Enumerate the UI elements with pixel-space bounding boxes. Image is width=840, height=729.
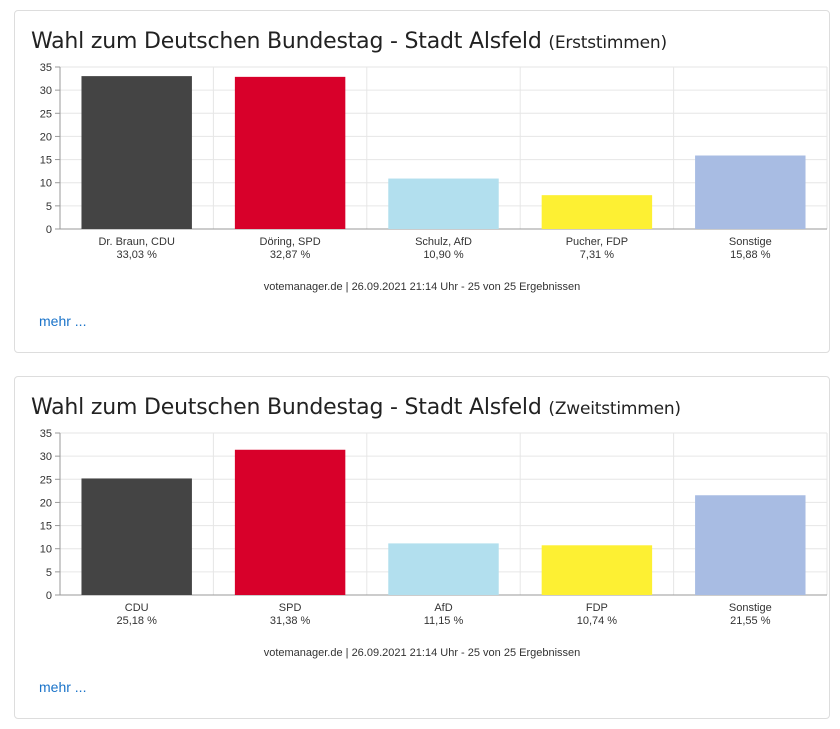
chart-title-main: Wahl zum Deutschen Bundestag - Stadt Als… bbox=[31, 395, 542, 420]
bar bbox=[695, 495, 806, 595]
data-label: 31,38 % bbox=[270, 615, 311, 627]
chart-footer: votemanager.de | 26.09.2021 21:14 Uhr - … bbox=[263, 281, 581, 293]
bar bbox=[234, 76, 346, 229]
x-tick-label: SPD bbox=[279, 602, 302, 614]
chart-card-erststimmen: Wahl zum Deutschen Bundestag - Stadt Als… bbox=[14, 10, 830, 353]
y-tick-label: 25 bbox=[40, 108, 52, 120]
y-tick-label: 15 bbox=[40, 155, 52, 167]
y-tick-label: 35 bbox=[40, 62, 52, 74]
x-tick-label: Döring, SPD bbox=[260, 236, 321, 248]
x-tick-label: Schulz, AfD bbox=[415, 236, 472, 248]
chart-subtitle: (Erststimmen) bbox=[548, 33, 667, 53]
y-tick-label: 30 bbox=[40, 85, 52, 97]
data-label: 21,55 % bbox=[730, 615, 771, 627]
y-tick-label: 10 bbox=[40, 544, 52, 556]
chart-title: Wahl zum Deutschen Bundestag - Stadt Als… bbox=[31, 395, 681, 420]
chart-subtitle: (Zweitstimmen) bbox=[548, 399, 681, 419]
y-tick-label: 20 bbox=[40, 131, 52, 143]
data-label: 33,03 % bbox=[117, 249, 158, 261]
more-link[interactable]: mehr ... bbox=[39, 313, 87, 329]
y-tick-label: 0 bbox=[46, 590, 52, 602]
chart-title: Wahl zum Deutschen Bundestag - Stadt Als… bbox=[31, 29, 667, 54]
bar bbox=[234, 449, 346, 595]
y-tick-label: 0 bbox=[46, 224, 52, 236]
x-tick-label: Dr. Braun, CDU bbox=[98, 236, 174, 248]
y-tick-label: 35 bbox=[40, 428, 52, 440]
bar bbox=[541, 545, 653, 595]
y-tick-label: 15 bbox=[40, 521, 52, 533]
data-label: 10,90 % bbox=[423, 249, 464, 261]
bar bbox=[541, 195, 653, 229]
bar bbox=[388, 543, 499, 595]
x-tick-label: Sonstige bbox=[729, 236, 772, 248]
data-label: 11,15 % bbox=[424, 615, 464, 627]
bar bbox=[695, 155, 806, 229]
x-tick-label: FDP bbox=[586, 602, 608, 614]
bar bbox=[81, 76, 192, 229]
y-tick-label: 30 bbox=[40, 451, 52, 463]
data-label: 32,87 % bbox=[270, 249, 311, 261]
chart-footer: votemanager.de | 26.09.2021 21:14 Uhr - … bbox=[263, 647, 581, 659]
chart-card-zweitstimmen: Wahl zum Deutschen Bundestag - Stadt Als… bbox=[14, 376, 830, 719]
y-tick-label: 25 bbox=[40, 474, 52, 486]
chart-title-main: Wahl zum Deutschen Bundestag - Stadt Als… bbox=[31, 29, 542, 54]
x-tick-label: Pucher, FDP bbox=[566, 236, 628, 248]
data-label: 7,31 % bbox=[580, 249, 614, 261]
x-tick-label: Sonstige bbox=[729, 602, 772, 614]
x-tick-label: CDU bbox=[125, 602, 149, 614]
data-label: 10,74 % bbox=[577, 615, 618, 627]
data-label: 25,18 % bbox=[117, 615, 158, 627]
y-tick-label: 20 bbox=[40, 497, 52, 509]
data-label: 15,88 % bbox=[730, 249, 771, 261]
x-tick-label: AfD bbox=[434, 602, 452, 614]
y-tick-label: 10 bbox=[40, 178, 52, 190]
y-tick-label: 5 bbox=[46, 567, 52, 579]
bar bbox=[81, 478, 192, 595]
y-tick-label: 5 bbox=[46, 201, 52, 213]
more-link[interactable]: mehr ... bbox=[39, 679, 87, 695]
bar bbox=[388, 178, 499, 229]
